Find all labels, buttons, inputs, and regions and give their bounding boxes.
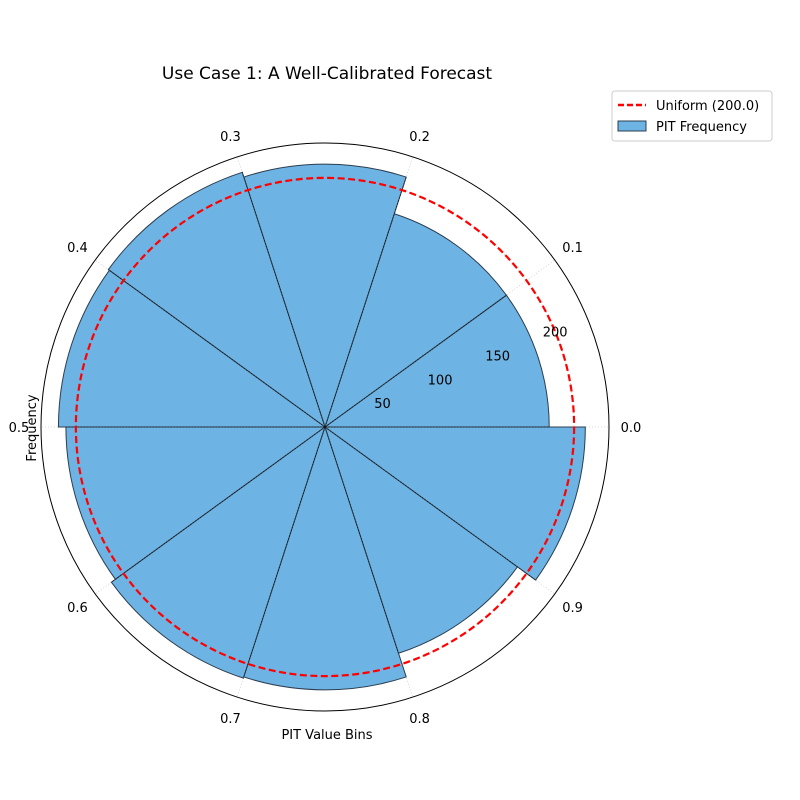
angular-tick-label: 0.5 — [9, 421, 30, 436]
pit-bar — [324, 213, 508, 429]
bar-edge-line — [243, 426, 326, 678]
angular-tick-label: 0.2 — [409, 130, 430, 145]
radial-tick-labels: 50 100 150 200 — [374, 326, 567, 413]
radial-tick-label: 100 — [428, 373, 453, 388]
angular-tick-label: 0.8 — [409, 712, 430, 727]
pit-bar — [323, 294, 550, 428]
pit-bar — [324, 425, 519, 654]
bars — [57, 163, 586, 691]
angular-tick-label: 0.4 — [67, 241, 88, 256]
pit-bar — [243, 425, 407, 691]
radial-tick-label: 50 — [374, 397, 391, 412]
legend-pit-swatch — [617, 120, 647, 132]
bar-edge-line — [324, 176, 407, 428]
chart-title: Use Case 1: A Well-Calibrated Forecast — [162, 64, 493, 84]
uniform-line — [74, 176, 576, 678]
pit-bar — [323, 426, 586, 581]
angular-tick-label: 0.1 — [562, 241, 583, 256]
bar-divider-lines — [65, 172, 550, 678]
radial-tick-label: 150 — [485, 349, 510, 364]
angular-tick-label: 0.0 — [621, 421, 642, 436]
pit-bar — [107, 171, 326, 429]
pit-bar — [65, 426, 327, 580]
angular-tick-label: 0.3 — [220, 130, 241, 145]
x-axis-label: PIT Value Bins — [281, 728, 372, 743]
bar-edge-line — [109, 269, 326, 428]
pit-bar — [243, 163, 407, 429]
angular-tick-labels: 0.0 0.1 0.2 0.3 0.4 0.5 0.6 0.7 0.8 0.9 — [9, 130, 642, 727]
polar-frame — [40, 142, 610, 712]
angular-tick-label: 0.6 — [67, 601, 88, 616]
angular-tick-label: 0.9 — [562, 601, 583, 616]
legend-frame — [611, 90, 773, 142]
pit-bar — [57, 269, 327, 428]
pit-bar — [110, 425, 326, 679]
legend-uniform-label: Uniform (200.0) — [656, 99, 759, 114]
legend-pit-label: PIT Frequency — [656, 120, 747, 135]
bar-edge-line — [324, 426, 536, 581]
bar-edge-line — [111, 426, 326, 583]
radial-tick-label: 200 — [543, 326, 568, 341]
bar-edge-line — [241, 172, 326, 428]
uniform-reference — [74, 176, 576, 678]
bar-edge-line — [324, 294, 507, 428]
angular-tick-label: 0.7 — [220, 712, 241, 727]
y-axis-label: Frequency — [25, 394, 40, 461]
legend: Uniform (200.0) PIT Frequency — [611, 90, 773, 142]
bar-edge-line — [324, 426, 399, 654]
